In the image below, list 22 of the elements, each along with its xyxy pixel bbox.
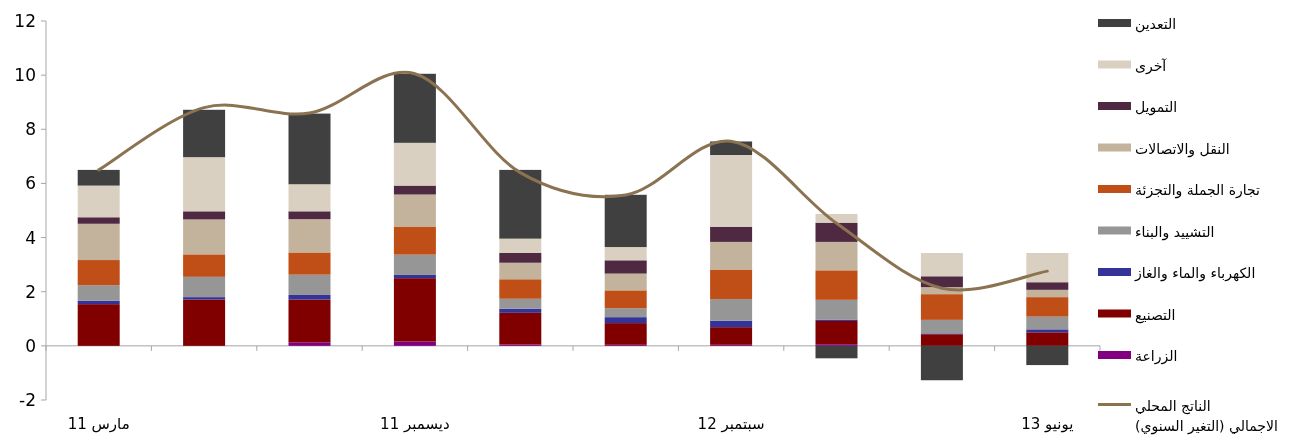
y-tick-label: 0 (25, 335, 36, 356)
legend-label: التشييد والبناء (1135, 223, 1215, 241)
legend-label: الناتج المحلي الاجمالي (التغير السنوي) (1135, 397, 1278, 435)
legend-label: النقل والاتصالات (1135, 140, 1230, 158)
x-tick-label: يونيو 13 (1021, 415, 1074, 433)
y-tick-label: 10 (14, 65, 36, 86)
y-tick-label: 8 (25, 119, 36, 140)
legend-label: الكهرباء والماء والغاز (1134, 265, 1256, 282)
y-tick-label: 2 (25, 281, 36, 302)
x-tick-label: ديسمبر 11 (380, 415, 450, 433)
legend-label: التمويل (1135, 99, 1178, 116)
legend-label: الزراعة (1135, 348, 1178, 365)
y-tick-label: -2 (19, 390, 36, 410)
legend-label: آخرى (1135, 57, 1168, 75)
legend-label: التعدين (1135, 16, 1177, 33)
legend-label: التصنيع (1135, 306, 1176, 324)
x-tick-label: مارس 11 (67, 415, 130, 433)
y-tick-label: 12 (14, 11, 36, 31)
legend-label: تجارة الجملة والتجزئة (1135, 182, 1261, 199)
x-tick-label: سبتمبر 12 (697, 415, 765, 433)
y-tick-label: 6 (25, 173, 36, 194)
y-tick-label: 4 (25, 227, 36, 248)
